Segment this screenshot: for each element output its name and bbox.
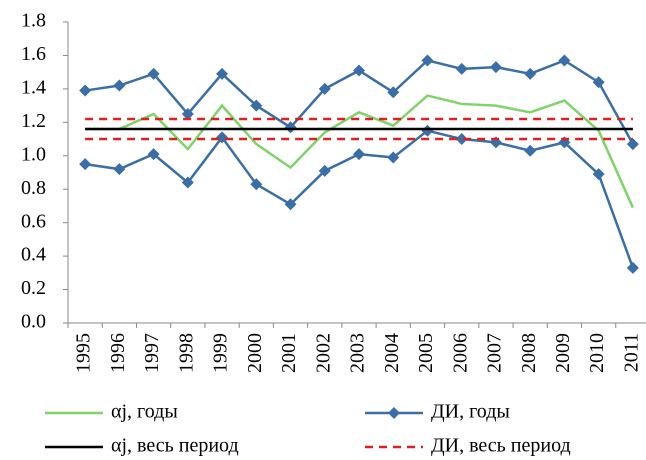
marker — [181, 176, 194, 189]
marker — [455, 133, 468, 146]
x-tick-label: 2011 — [620, 333, 642, 372]
marker — [318, 82, 331, 95]
x-tick-label: 2001 — [278, 333, 300, 373]
marker — [626, 261, 639, 274]
x-tick-label: 2010 — [586, 333, 608, 373]
legend-label: ДИ, весь период — [431, 435, 571, 457]
marker — [250, 178, 263, 191]
marker — [250, 99, 263, 112]
marker — [147, 148, 160, 161]
x-tick-label: 2000 — [244, 333, 266, 373]
marker — [284, 198, 297, 211]
y-tick-label: 1.0 — [21, 143, 46, 165]
marker — [216, 67, 229, 80]
marker — [113, 79, 126, 92]
y-tick-label: 0.4 — [21, 244, 46, 266]
marker — [387, 86, 400, 99]
y-tick-label: 0.8 — [21, 177, 46, 199]
x-tick-label: 1997 — [141, 333, 163, 373]
marker — [626, 138, 639, 151]
y-tick-label: 1.2 — [21, 110, 46, 132]
marker — [524, 67, 537, 80]
x-tick-label: 1996 — [107, 333, 129, 373]
x-tick-label: 2009 — [552, 333, 574, 373]
marker — [318, 164, 331, 177]
y-tick-label: 0.6 — [21, 210, 46, 232]
y-tick-label: 1.6 — [21, 43, 46, 65]
marker — [421, 124, 434, 137]
marker — [558, 54, 571, 67]
marker — [79, 84, 92, 97]
marker — [353, 64, 365, 77]
legend-label: αj, годы — [111, 401, 178, 423]
marker — [524, 144, 537, 157]
y-tick-label: 1.4 — [21, 76, 46, 98]
marker — [592, 76, 605, 89]
x-tick-label: 2006 — [449, 333, 471, 373]
marker — [489, 61, 502, 74]
y-tick-label: 1.8 — [21, 10, 46, 32]
x-tick-label: 1998 — [175, 333, 197, 373]
marker — [284, 121, 297, 134]
x-tick-label: 2008 — [518, 333, 540, 373]
marker — [353, 148, 365, 161]
marker — [592, 168, 605, 181]
y-tick-label: 0.0 — [21, 311, 46, 333]
y-tick-label: 0.2 — [21, 277, 46, 299]
x-tick-label: 1999 — [210, 333, 232, 373]
legend-label: αj, весь период — [111, 435, 239, 457]
marker — [147, 67, 160, 80]
x-tick-label: 2002 — [312, 333, 334, 373]
x-tick-label: 2005 — [415, 333, 437, 373]
marker — [113, 163, 126, 176]
marker — [79, 158, 92, 171]
marker — [216, 131, 229, 144]
x-tick-label: 2003 — [347, 333, 369, 373]
marker — [181, 107, 194, 120]
marker — [421, 54, 434, 67]
x-tick-label: 2004 — [381, 333, 403, 373]
legend-label: ДИ, годы — [431, 401, 510, 423]
legend-marker — [388, 407, 400, 419]
series-line — [85, 94, 635, 209]
x-tick-label: 1995 — [73, 333, 95, 373]
x-tick-label: 2007 — [484, 333, 506, 373]
marker — [455, 62, 468, 75]
marker — [387, 151, 400, 164]
